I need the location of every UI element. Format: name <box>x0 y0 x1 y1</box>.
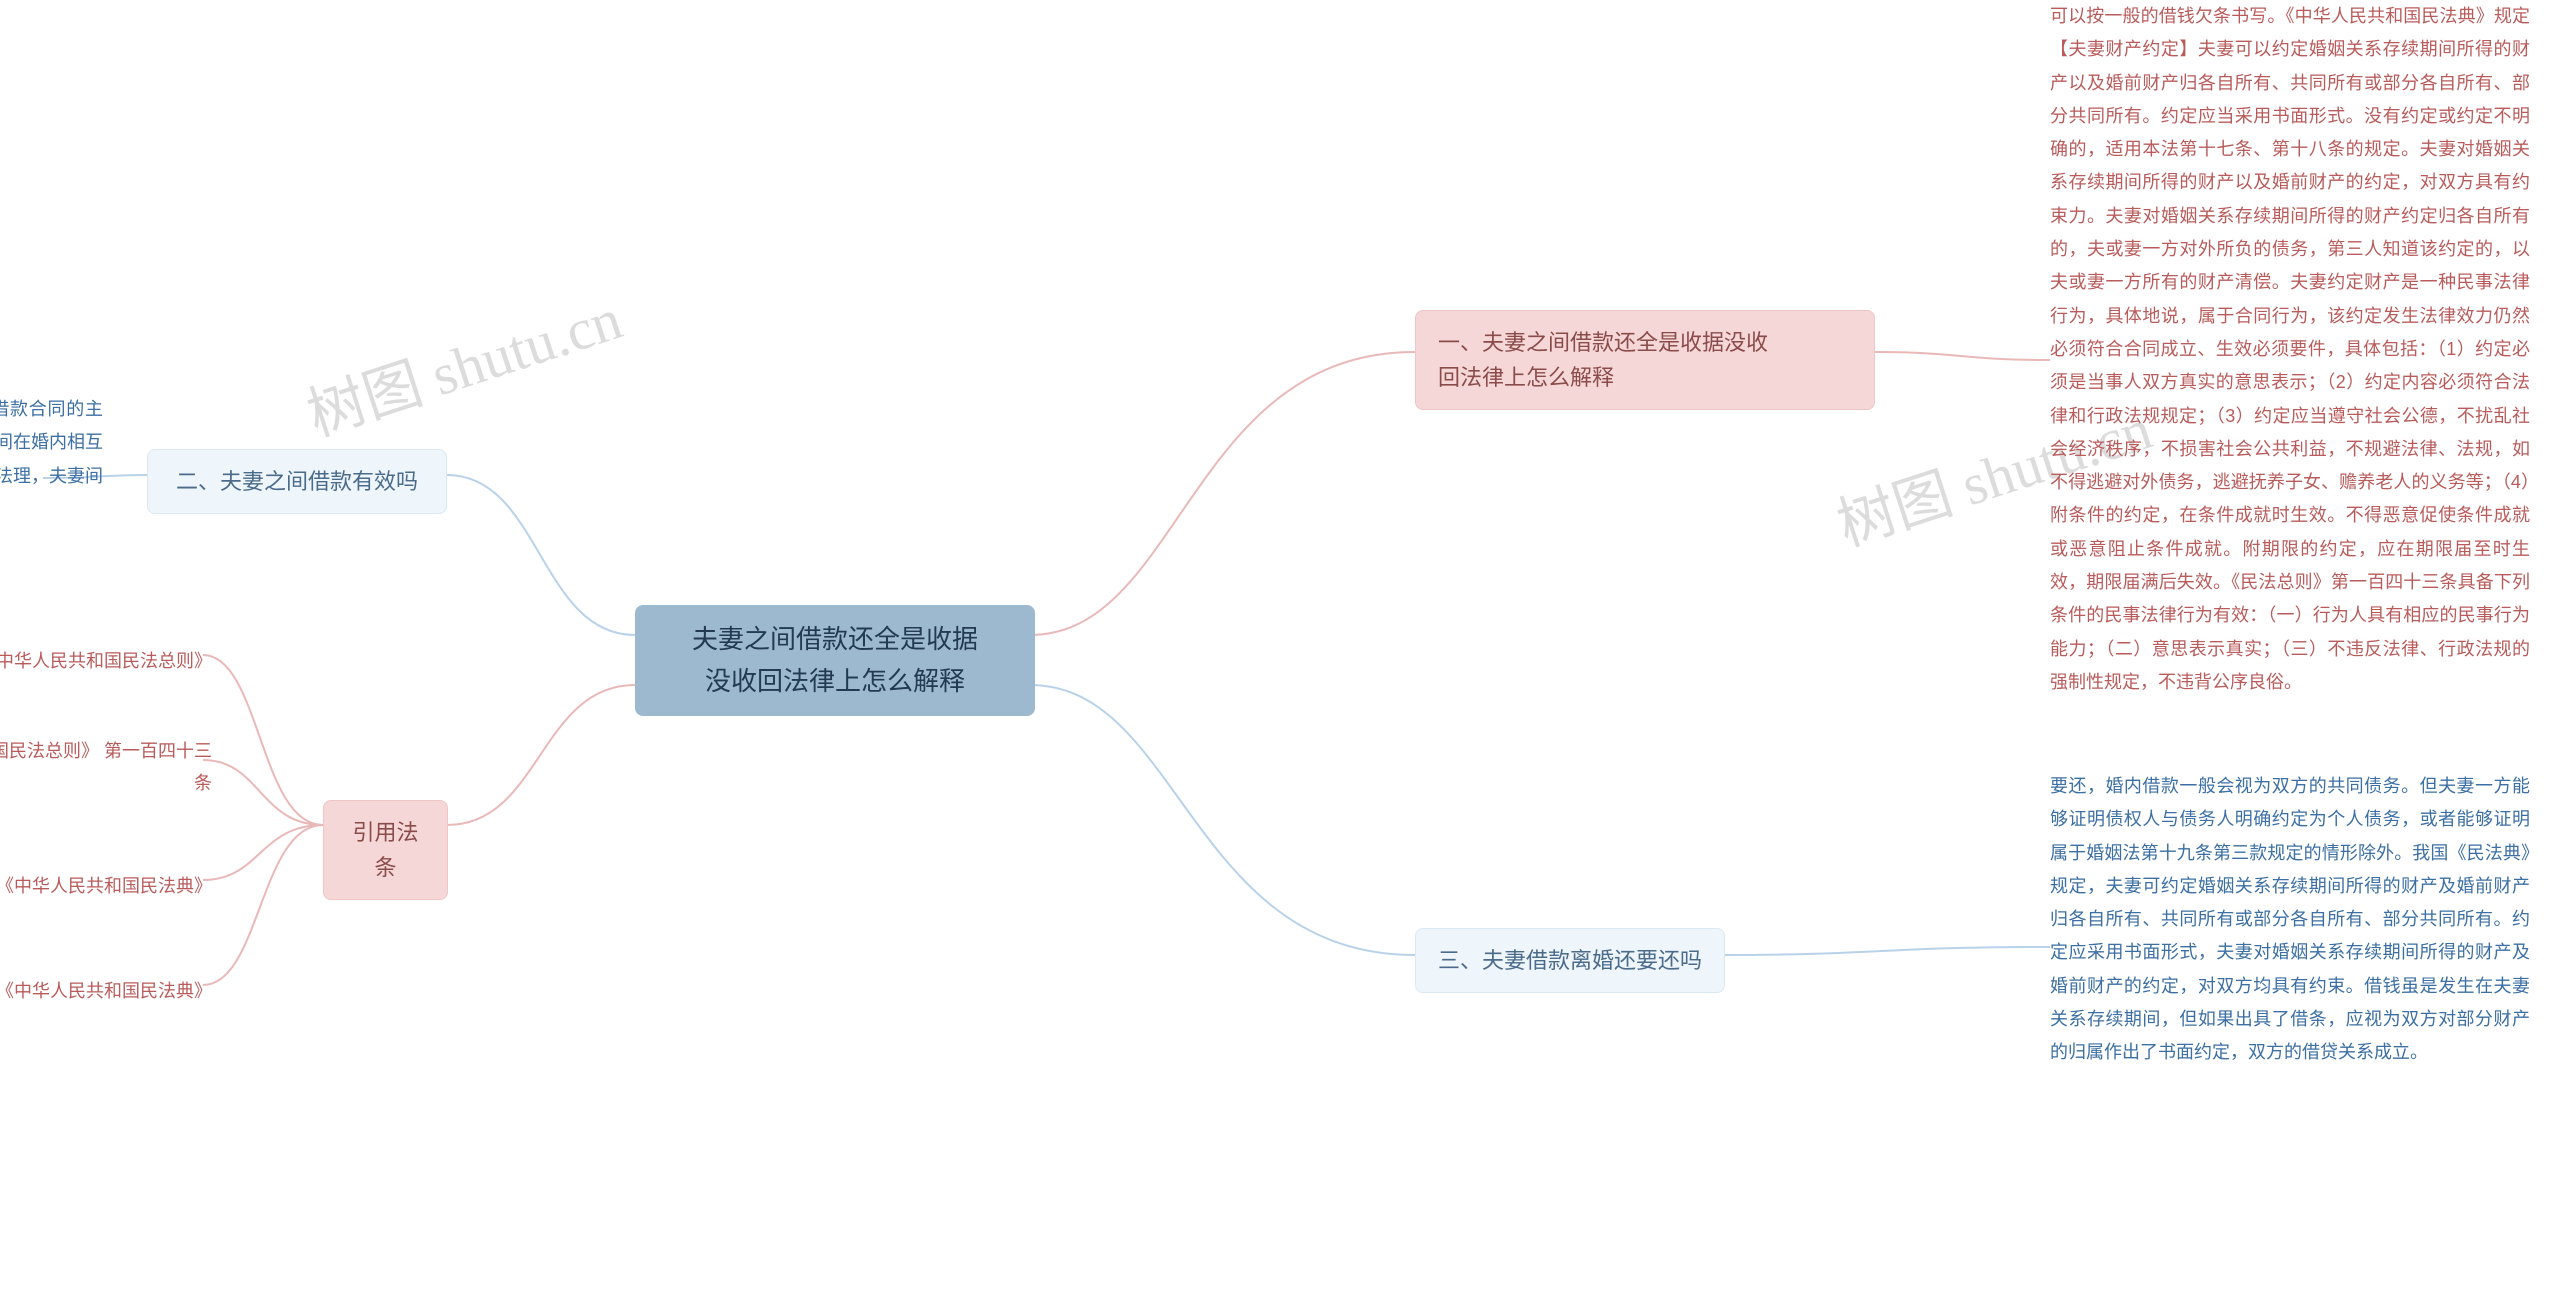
branch-2[interactable]: 二、夫妻之间借款有效吗 <box>147 449 447 514</box>
branch-4-ref-1: [1]《中华人民共和国民法总则》 <box>0 640 220 684</box>
center-node[interactable]: 夫妻之间借款还全是收据 没收回法律上怎么解释 <box>635 605 1035 716</box>
branch-2-detail: 合同法并不禁止具有夫妻身份的自然人作为借款合同的主体。同时，我国现行其他法律也未… <box>0 393 103 526</box>
branch-3-label: 三、夫妻借款离婚还要还吗 <box>1438 948 1702 973</box>
branch-4-ref-2: [2]《中华人民共和国民法总则》 第一百四十三条 <box>0 730 220 805</box>
branch-1-line2: 回法律上怎么解释 <box>1438 365 1614 390</box>
branch-4-label: 引用法条 <box>352 820 418 880</box>
watermark-1: 树图 shutu.cn <box>295 272 630 452</box>
branch-2-label: 二、夫妻之间借款有效吗 <box>176 469 418 494</box>
center-line1: 夫妻之间借款还全是收据 <box>692 624 978 654</box>
branch-1-line1: 一、夫妻之间借款还全是收据没收 <box>1438 330 1768 355</box>
branch-3[interactable]: 三、夫妻借款离婚还要还吗 <box>1415 928 1725 993</box>
branch-4-ref-3: [3]《中华人民共和国民法典》 <box>0 865 220 909</box>
branch-4-ref-4: [4]《中华人民共和国民法典》 <box>0 970 220 1014</box>
center-line2: 没收回法律上怎么解释 <box>705 666 965 696</box>
branch-4[interactable]: 引用法条 <box>323 800 448 900</box>
branch-3-detail: 要还，婚内借款一般会视为双方的共同债务。但夫妻一方能够证明债权人与债务人明确约定… <box>2050 770 2530 1070</box>
branch-1-detail: 可以按一般的借钱欠条书写。《中华人民共和国民法典》规定【夫妻财产约定】夫妻可以约… <box>2050 0 2530 699</box>
branch-1[interactable]: 一、夫妻之间借款还全是收据没收 回法律上怎么解释 <box>1415 310 1875 410</box>
